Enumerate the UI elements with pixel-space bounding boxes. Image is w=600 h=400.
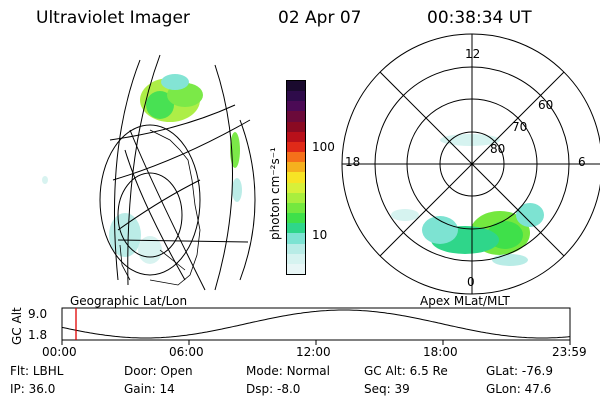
colorbar-segment (287, 233, 305, 244)
altitude-ytick-top: 9.0 (28, 307, 48, 321)
mlt-label-right: 6 (578, 155, 586, 169)
aurora-emission-left (42, 74, 242, 264)
xtick-1800: 18:00 (423, 345, 458, 359)
colorbar-segment (287, 162, 305, 173)
status-gcalt-label: GC Alt: (364, 364, 406, 378)
date-label: 02 Apr 07 (278, 8, 362, 28)
colorbar-segment (287, 91, 305, 102)
status-flt: Flt: LBHL (10, 364, 63, 378)
altitude-plot-frame (61, 307, 571, 341)
time-label: 00:38:34 UT (427, 8, 532, 28)
lat-label-60: 60 (538, 98, 554, 112)
status-dsp-value: -8.0 (276, 382, 301, 396)
status-gcalt-value: 6.5 Re (409, 364, 448, 378)
status-seq: Seq: 39 (364, 382, 410, 396)
status-gcalt: GC Alt: 6.5 Re (364, 364, 448, 378)
polar-grid (341, 33, 600, 295)
colorbar-segment (287, 141, 305, 153)
mlt-label-top: 12 (465, 47, 481, 61)
status-glon: GLon: 47.6 (486, 382, 551, 396)
colorbar-segment (287, 182, 305, 193)
colorbar-tick-100: 100 (312, 140, 335, 154)
colorbar-segment (287, 152, 305, 163)
aurora-emission-right (391, 134, 544, 266)
xtick-1200: 12:00 (296, 345, 331, 359)
status-glat: GLat: -76.9 (486, 364, 553, 378)
mlt-label-left: 18 (345, 155, 361, 169)
colorbar-segment (287, 202, 305, 214)
status-glon-label: GLon: (486, 382, 521, 396)
status-ip-label: IP: (10, 382, 25, 396)
lat-label-80: 80 (490, 142, 506, 156)
status-gain-value: 14 (159, 382, 175, 396)
altitude-curve (61, 309, 571, 339)
colorbar-segment (287, 172, 305, 183)
colorbar-segment (287, 243, 305, 254)
colorbar-segment (287, 213, 305, 224)
status-gain: Gain: 14 (124, 382, 175, 396)
colorbar-segment (287, 223, 305, 234)
status-glon-value: 47.6 (524, 382, 552, 396)
colorbar (286, 80, 306, 275)
xtick-2359: 23:59 (552, 345, 587, 359)
right-map-title: Apex MLat/MLT (420, 294, 510, 308)
xtick-0600: 06:00 (169, 345, 204, 359)
status-seq-label: Seq: (364, 382, 391, 396)
status-glat-label: GLat: (486, 364, 519, 378)
status-mode-value: Normal (286, 364, 330, 378)
mlt-label-bottom: 0 (467, 275, 475, 289)
status-ip: IP: 36.0 (10, 382, 55, 396)
status-dsp: Dsp: -8.0 (246, 382, 300, 396)
altitude-ytick-bottom: 1.8 (28, 328, 48, 342)
colorbar-segment (287, 101, 305, 112)
geographic-grid (99, 54, 256, 291)
colorbar-tick-10: 10 (312, 228, 328, 242)
altitude-x-ticks (61, 340, 571, 345)
coastline (119, 129, 201, 286)
lat-label-70: 70 (512, 120, 528, 134)
status-gain-label: Gain: (124, 382, 156, 396)
colorbar-segment (287, 253, 305, 264)
colorbar-segment (287, 263, 305, 274)
colorbar-segment (287, 192, 305, 203)
instrument-title: Ultraviolet Imager (36, 8, 190, 28)
status-mode-label: Mode: (246, 364, 283, 378)
status-glat-value: -76.9 (521, 364, 553, 378)
colorbar-segment (287, 81, 305, 92)
colorbar-segment (287, 111, 305, 122)
status-flt-value: LBHL (32, 364, 64, 378)
status-seq-value: 39 (394, 382, 410, 396)
status-mode: Mode: Normal (246, 364, 330, 378)
status-door: Door: Open (124, 364, 193, 378)
status-flt-label: Flt: (10, 364, 29, 378)
status-door-value: Open (160, 364, 193, 378)
status-door-label: Door: (124, 364, 157, 378)
xtick-0000: 00:00 (42, 345, 77, 359)
status-dsp-label: Dsp: (246, 382, 274, 396)
left-map-title: Geographic Lat/Lon (70, 294, 188, 308)
colorbar-segment (287, 131, 305, 142)
status-ip-value: 36.0 (28, 382, 56, 396)
colorbar-segment (287, 121, 305, 132)
